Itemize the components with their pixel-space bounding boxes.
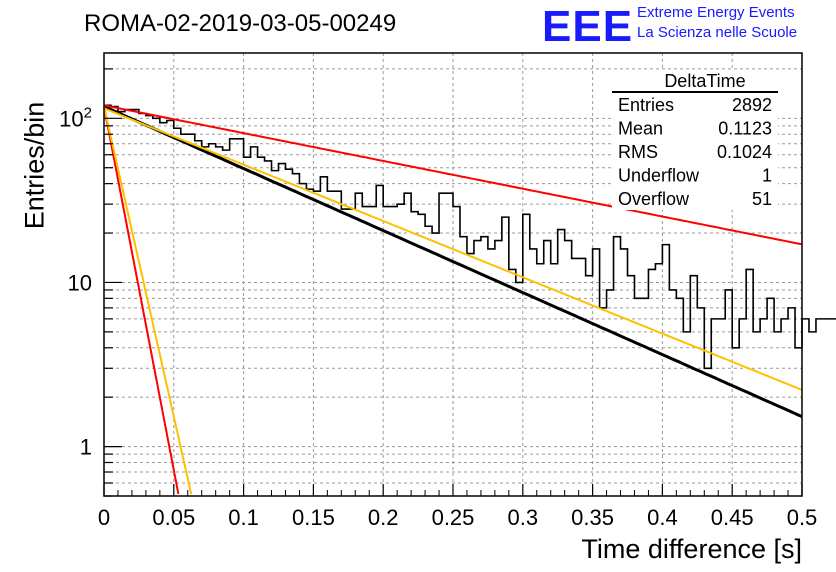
x-axis-label: Time difference [s]: [581, 534, 802, 564]
stats-row-value: 51: [752, 189, 772, 209]
x-tick-label: 0.15: [292, 505, 335, 530]
stats-row-label: Overflow: [618, 189, 690, 209]
fit-curve: [103, 107, 803, 391]
x-tick-label: 0.35: [571, 505, 614, 530]
fit-curve: [103, 105, 803, 418]
y-tick-label: 1: [80, 435, 92, 460]
x-tick-label: 0.1: [228, 505, 259, 530]
eee-logo: EEE: [542, 2, 634, 51]
x-tick-label: 0: [98, 505, 110, 530]
stats-box-name: DeltaTime: [664, 71, 745, 91]
logo-line-1: Extreme Energy Events: [637, 4, 795, 21]
stats-row-value: 0.1024: [717, 142, 772, 162]
x-tick-label: 0.05: [152, 505, 195, 530]
stats-row-value: 2892: [732, 95, 772, 115]
fit-curve: [103, 106, 180, 495]
fit-curve: [103, 104, 803, 246]
logo-line-2: La Scienza nelle Scuole: [637, 24, 798, 41]
stats-row-value: 1: [762, 166, 772, 186]
histogram-line: [104, 104, 836, 370]
plot-title: ROMA-02-2019-03-05-00249: [84, 10, 397, 37]
x-tick-label: 0.3: [508, 505, 539, 530]
x-tick-label: 0.2: [368, 505, 399, 530]
stats-box: [612, 70, 778, 210]
x-tick-label: 0.25: [432, 505, 475, 530]
y-tick-label: 10: [68, 270, 92, 295]
stats-row-label: Entries: [618, 95, 674, 115]
stats-row-label: Mean: [618, 119, 663, 139]
stats-row-label: Underflow: [618, 166, 700, 186]
x-tick-label: 0.4: [647, 505, 678, 530]
y-tick-label: 102: [59, 104, 92, 131]
stats-row-value: 0.1123: [718, 119, 772, 139]
fit-curve: [103, 106, 193, 495]
x-tick-label: 0.45: [711, 505, 754, 530]
x-tick-label: 0.5: [787, 505, 818, 530]
stats-row-label: RMS: [618, 142, 658, 162]
